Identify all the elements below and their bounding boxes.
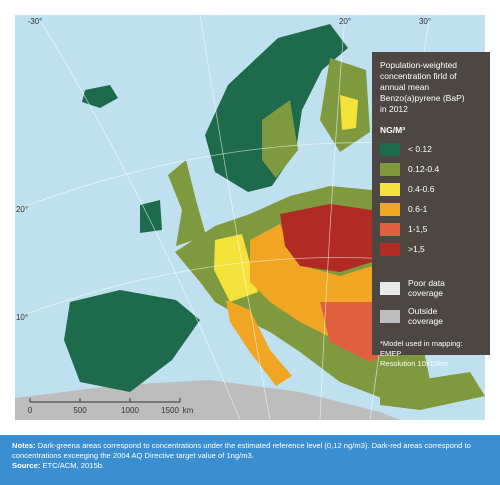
- legend-label: < 0.12: [408, 144, 432, 154]
- legend-label: 0.6-1: [408, 204, 428, 214]
- ireland: [140, 200, 162, 233]
- britain: [168, 160, 206, 246]
- graticule-label: 20°: [339, 17, 351, 26]
- legend-swatch: [380, 222, 400, 236]
- legend-item: Outside coverage: [380, 303, 482, 329]
- legend-title-line: annual mean: [380, 82, 430, 92]
- finland-south: [340, 95, 358, 130]
- graticule-label: -30°: [28, 17, 43, 26]
- legend-title-line: Population-weighted: [380, 60, 458, 70]
- legend-label-line: coverage: [408, 288, 443, 298]
- legend-swatch: [380, 142, 400, 156]
- source-label: Source:: [12, 461, 41, 470]
- legend-item: 1-1,5: [380, 219, 482, 239]
- legend-swatch: [380, 162, 400, 176]
- iceland: [82, 85, 118, 108]
- notes-label: Notes:: [12, 441, 36, 450]
- legend-item: < 0.12: [380, 139, 482, 159]
- legend-unit: NG/M³: [380, 125, 406, 135]
- legend-label-line: Poor data: [408, 278, 445, 288]
- legend-swatch: [380, 202, 400, 216]
- legend-label: >1,5: [408, 244, 425, 254]
- graticule-label: 30°: [419, 17, 431, 26]
- iberia: [64, 290, 200, 392]
- legend-title-line: in 2012: [380, 104, 408, 114]
- legend-swatch: [380, 242, 400, 256]
- outside-area: [15, 380, 400, 420]
- scandinavia: [205, 24, 348, 192]
- legend-label-line: Outside: [408, 306, 438, 316]
- legend-label: Outside coverage: [408, 306, 443, 326]
- scale-label: 1500: [161, 406, 179, 415]
- notes: Notes: Dark-greena areas correspond to c…: [0, 435, 500, 485]
- scale-label: 500: [73, 406, 87, 415]
- legend-footnote: *Model used in mapping: EMEP Resolution 1…: [380, 339, 482, 369]
- legend-item: Poor data coverage: [380, 275, 482, 301]
- scale-label: 0: [28, 406, 33, 415]
- italy: [226, 300, 292, 386]
- legend-item: 0.12-0.4: [380, 159, 482, 179]
- legend: Population-weighted concentration firld o…: [372, 52, 490, 368]
- legend-item: >1,5: [380, 239, 482, 259]
- legend-label: Poor data coverage: [408, 278, 445, 298]
- notes-text: Dark-greena areas correspond to concentr…: [12, 441, 471, 460]
- legend-label: 0.12-0.4: [408, 164, 440, 174]
- france-east: [214, 234, 258, 302]
- legend-label-line: coverage: [408, 316, 443, 326]
- legend-item: 0.6-1: [380, 199, 482, 219]
- graticule-label: 20°: [16, 205, 28, 214]
- legend-label: 0.4-0.6: [408, 184, 435, 194]
- legend-item: 0.4-0.6: [380, 179, 482, 199]
- footnote-line: Resolution 10x10km: [380, 359, 448, 368]
- turkey: [380, 372, 485, 410]
- legend-title-line: concentration firld of: [380, 71, 457, 81]
- scale-label: 1000: [121, 406, 139, 415]
- legend-swatch: [380, 281, 400, 295]
- graticule-label: 10°: [16, 313, 28, 322]
- scale-label: km: [183, 406, 194, 415]
- scale-bar: [29, 398, 181, 403]
- spacer: [380, 259, 482, 273]
- source-text: ETC/ACM, 2015b.: [42, 461, 105, 470]
- legend-label: 1-1,5: [408, 224, 428, 234]
- sweden-south: [262, 100, 298, 178]
- footnote-line: *Model used in mapping: EMEP: [380, 339, 463, 358]
- poland: [280, 204, 372, 272]
- legend-swatch: [380, 309, 400, 323]
- legend-swatch: [380, 182, 400, 196]
- legend-title-line: Benzo(a)pyrene (BaP): [380, 93, 465, 103]
